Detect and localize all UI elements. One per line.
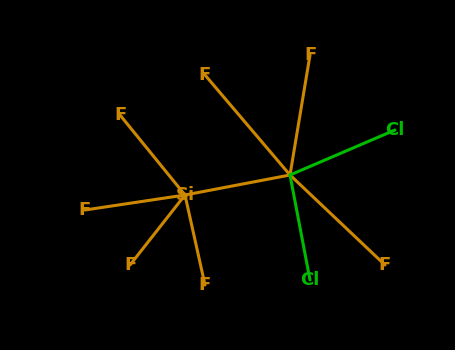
Text: F: F bbox=[199, 66, 211, 84]
Text: F: F bbox=[199, 276, 211, 294]
Text: Si: Si bbox=[176, 186, 195, 204]
Text: Cl: Cl bbox=[385, 121, 404, 139]
Text: F: F bbox=[114, 106, 126, 124]
Text: F: F bbox=[304, 46, 316, 64]
Text: F: F bbox=[124, 256, 136, 274]
Text: Cl: Cl bbox=[300, 271, 320, 289]
Text: F: F bbox=[379, 256, 391, 274]
Text: F: F bbox=[79, 201, 91, 219]
